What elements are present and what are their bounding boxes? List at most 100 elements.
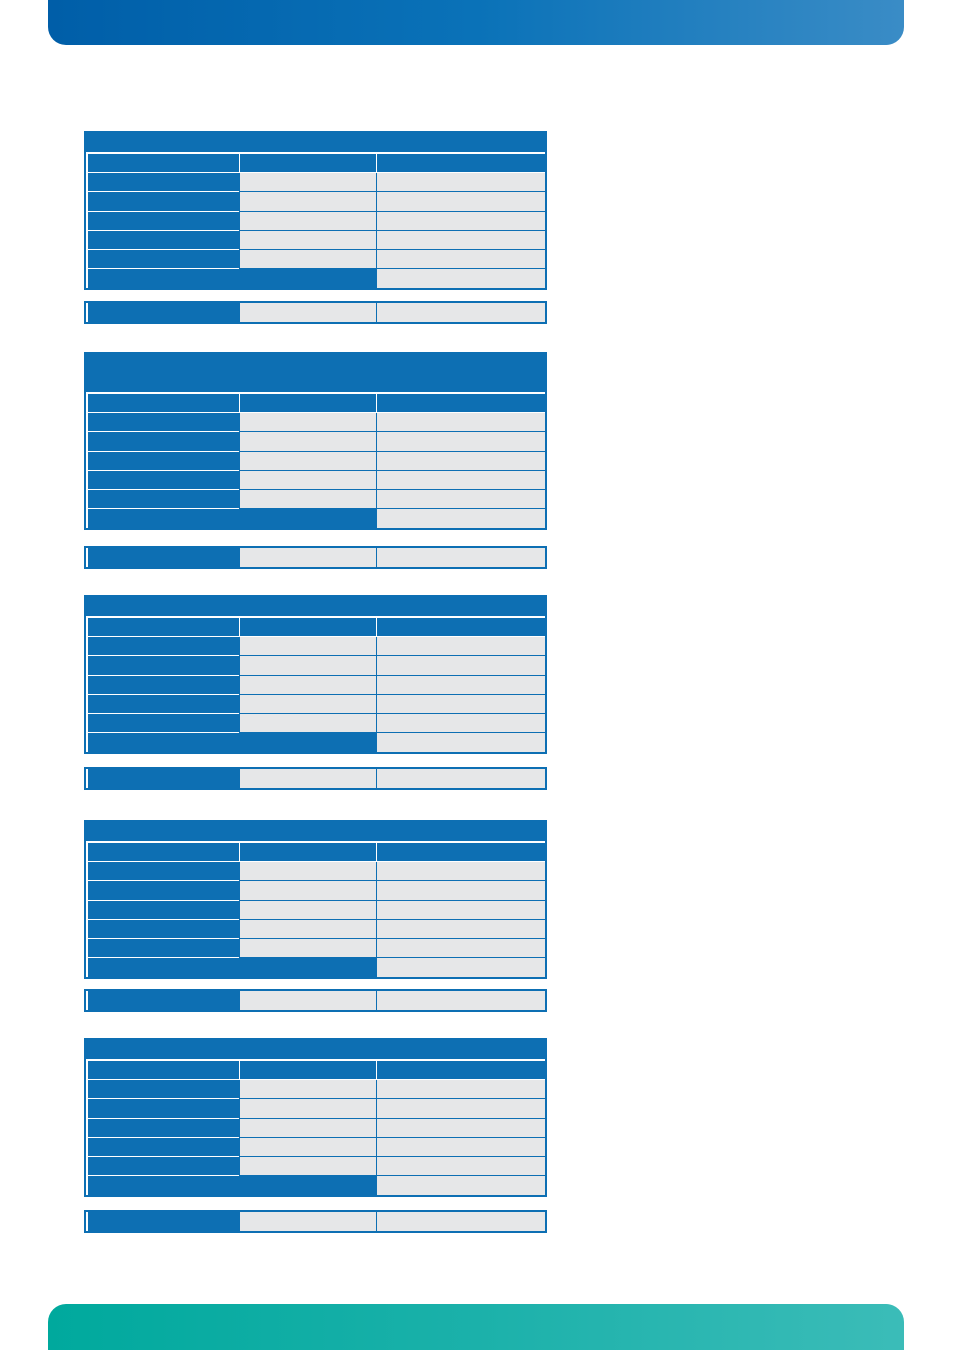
summary-row bbox=[84, 1210, 547, 1233]
spec-table bbox=[84, 131, 547, 291]
table-cell bbox=[86, 938, 239, 959]
total-label bbox=[86, 733, 376, 753]
table-header-row bbox=[86, 394, 545, 414]
table-cell bbox=[239, 451, 376, 471]
summary-cell bbox=[86, 1212, 239, 1231]
table-total-row bbox=[86, 269, 545, 289]
table-row bbox=[86, 173, 545, 193]
table-row bbox=[86, 230, 545, 250]
table-row bbox=[86, 489, 545, 510]
table-total-row bbox=[86, 958, 545, 978]
table-header-cell bbox=[86, 154, 239, 174]
table-header-cell bbox=[239, 618, 376, 638]
table-row bbox=[86, 1099, 545, 1119]
table-cell bbox=[376, 230, 545, 250]
table-row bbox=[86, 656, 545, 676]
table-cell bbox=[376, 919, 545, 939]
spec-table bbox=[84, 352, 547, 531]
table-header-row bbox=[86, 843, 545, 863]
table-cell bbox=[86, 470, 239, 490]
table-cell bbox=[239, 173, 376, 193]
table-cell bbox=[86, 230, 239, 250]
table-cell bbox=[239, 1080, 376, 1100]
summary-row bbox=[84, 989, 547, 1012]
table-cell bbox=[376, 1118, 545, 1138]
table-cell bbox=[239, 1118, 376, 1138]
table-cell bbox=[239, 249, 376, 270]
table-cell bbox=[239, 489, 376, 510]
summary-row bbox=[84, 301, 547, 324]
table-cell bbox=[376, 637, 545, 657]
summary-cell bbox=[86, 769, 239, 788]
summary-cell bbox=[376, 991, 545, 1010]
table-row bbox=[86, 1156, 545, 1177]
table-row bbox=[86, 1080, 545, 1100]
table-header-cell bbox=[376, 843, 545, 863]
table-row bbox=[86, 900, 545, 920]
summary-cell bbox=[86, 303, 239, 322]
summary-cell bbox=[239, 548, 376, 567]
table-header-cell bbox=[86, 843, 239, 863]
table-total-row bbox=[86, 509, 545, 529]
table-header-cell bbox=[239, 843, 376, 863]
table-title bbox=[86, 1040, 545, 1061]
total-value bbox=[376, 509, 545, 529]
table-cell bbox=[376, 1137, 545, 1157]
table-cell bbox=[86, 694, 239, 714]
summary-cell bbox=[239, 303, 376, 322]
table-cell bbox=[239, 1156, 376, 1177]
table-cell bbox=[376, 1156, 545, 1177]
table-header-cell bbox=[239, 154, 376, 174]
total-label bbox=[86, 1176, 376, 1196]
table-cell bbox=[239, 413, 376, 433]
table-row bbox=[86, 675, 545, 695]
summary-row bbox=[84, 546, 547, 569]
table-cell bbox=[239, 211, 376, 231]
table-cell bbox=[376, 1080, 545, 1100]
table-cell bbox=[376, 413, 545, 433]
spec-table bbox=[84, 820, 547, 980]
table-cell bbox=[376, 881, 545, 901]
table-cell bbox=[239, 862, 376, 882]
table-header-row bbox=[86, 618, 545, 638]
table-cell bbox=[86, 656, 239, 676]
table-header-row bbox=[86, 1061, 545, 1081]
table-cell bbox=[86, 192, 239, 212]
table-cell bbox=[86, 1118, 239, 1138]
footer-bar bbox=[48, 1304, 904, 1350]
table-cell bbox=[376, 656, 545, 676]
table-cell bbox=[239, 470, 376, 490]
table-cell bbox=[86, 881, 239, 901]
table-cell bbox=[86, 675, 239, 695]
table-total-row bbox=[86, 733, 545, 753]
table-cell bbox=[86, 1080, 239, 1100]
table-cell bbox=[86, 489, 239, 510]
total-label bbox=[86, 269, 376, 289]
table-cell bbox=[86, 249, 239, 270]
header-bar bbox=[48, 0, 904, 45]
spec-table bbox=[84, 1038, 547, 1198]
table-cell bbox=[376, 249, 545, 270]
table-header-cell bbox=[86, 394, 239, 414]
summary-cell bbox=[376, 1212, 545, 1231]
table-cell bbox=[239, 1099, 376, 1119]
table-cell bbox=[86, 173, 239, 193]
table-row bbox=[86, 637, 545, 657]
table-cell bbox=[376, 900, 545, 920]
table-cell bbox=[239, 432, 376, 452]
table-cell bbox=[239, 192, 376, 212]
table-cell bbox=[239, 713, 376, 734]
table-header-cell bbox=[376, 394, 545, 414]
total-label bbox=[86, 509, 376, 529]
table-row bbox=[86, 1118, 545, 1138]
table-row bbox=[86, 249, 545, 270]
table-cell bbox=[239, 675, 376, 695]
table-cell bbox=[86, 1099, 239, 1119]
summary-cell bbox=[239, 991, 376, 1010]
table-title bbox=[86, 822, 545, 843]
table-cell bbox=[239, 656, 376, 676]
table-header-cell bbox=[376, 618, 545, 638]
table-cell bbox=[376, 451, 545, 471]
table-cell bbox=[86, 637, 239, 657]
summary-row bbox=[84, 767, 547, 790]
